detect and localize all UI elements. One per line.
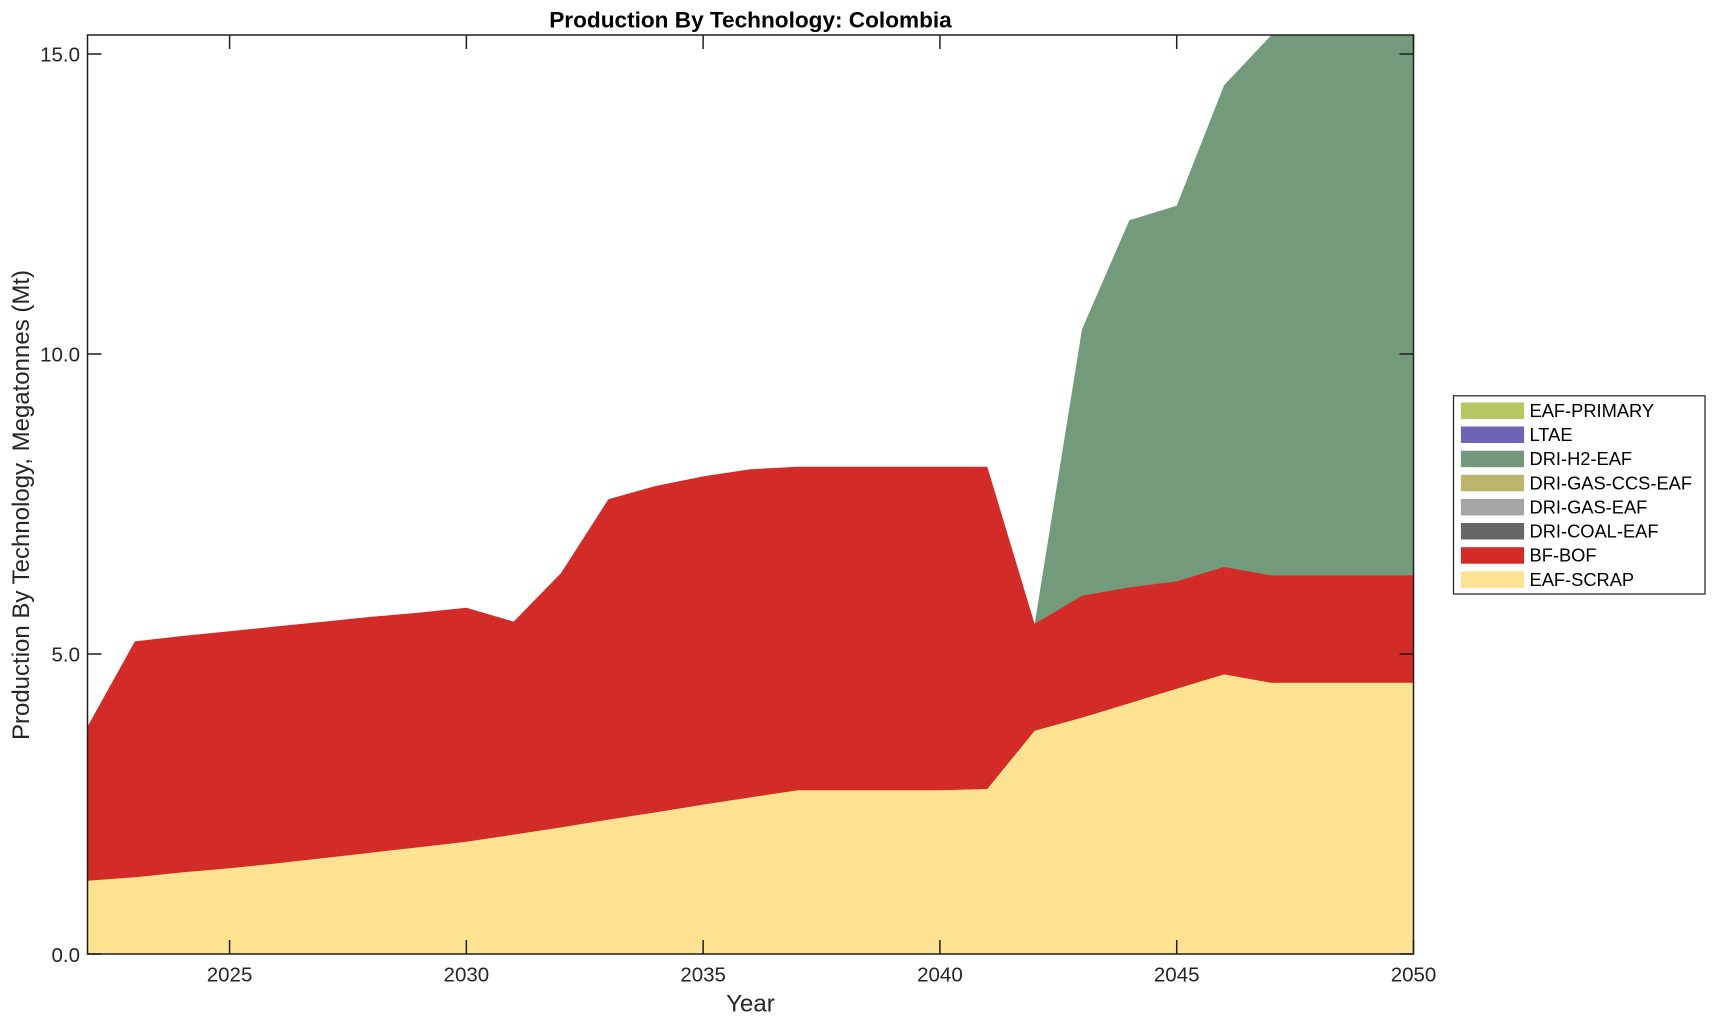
svg-text:2025: 2025 [207, 964, 253, 987]
svg-text:2030: 2030 [444, 964, 490, 987]
svg-text:Production By Technology: Colo: Production By Technology: Colombia [549, 7, 952, 32]
svg-text:0.0: 0.0 [52, 944, 81, 967]
svg-text:5.0: 5.0 [52, 644, 81, 667]
svg-text:LTAE: LTAE [1530, 424, 1573, 445]
svg-text:EAF-PRIMARY: EAF-PRIMARY [1530, 400, 1655, 421]
svg-text:DRI-GAS-EAF: DRI-GAS-EAF [1530, 496, 1648, 517]
svg-text:DRI-GAS-CCS-EAF: DRI-GAS-CCS-EAF [1530, 472, 1693, 493]
svg-text:BF-BOF: BF-BOF [1530, 545, 1597, 566]
svg-text:DRI-H2-EAF: DRI-H2-EAF [1530, 448, 1633, 469]
svg-text:15.0: 15.0 [40, 44, 80, 67]
svg-text:2040: 2040 [917, 964, 963, 987]
svg-text:10.0: 10.0 [40, 344, 80, 367]
svg-text:EAF-SCRAP: EAF-SCRAP [1530, 569, 1635, 590]
svg-text:2045: 2045 [1154, 964, 1200, 987]
svg-text:2050: 2050 [1391, 964, 1437, 987]
svg-text:DRI-COAL-EAF: DRI-COAL-EAF [1530, 521, 1659, 542]
svg-text:2035: 2035 [680, 964, 726, 987]
svg-text:Production By Technology, Mega: Production By Technology, Megatonnes (Mt… [8, 270, 35, 740]
svg-text:Year: Year [726, 991, 775, 1018]
